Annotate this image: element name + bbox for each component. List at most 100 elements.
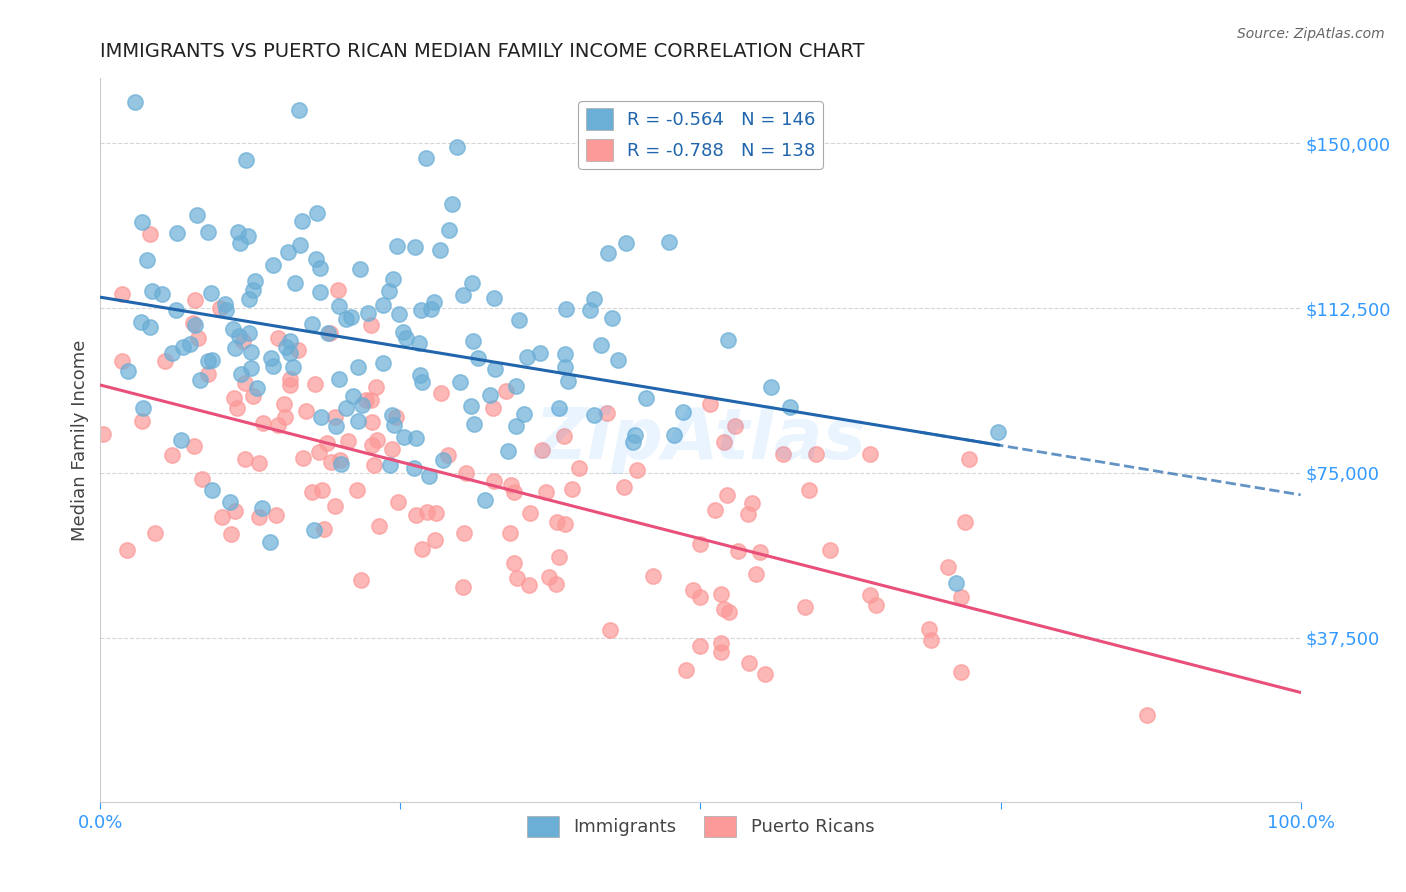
Point: [422, 295, 444, 310]
Point: [451, 580, 474, 594]
Point: [598, 245, 620, 260]
Point: [342, 389, 364, 403]
Point: [859, 447, 882, 461]
Point: [323, 499, 346, 513]
Point: [246, 381, 269, 395]
Point: [188, 373, 211, 387]
Point: [600, 311, 623, 326]
Point: [129, 315, 152, 329]
Point: [519, 506, 541, 520]
Point: [165, 303, 187, 318]
Point: [710, 645, 733, 659]
Point: [373, 298, 395, 312]
Point: [451, 288, 474, 302]
Point: [295, 403, 318, 417]
Point: [245, 274, 267, 288]
Point: [239, 361, 262, 376]
Point: [675, 663, 697, 677]
Point: [111, 287, 134, 301]
Point: [595, 406, 617, 420]
Point: [503, 557, 526, 571]
Point: [561, 482, 583, 496]
Point: [346, 359, 368, 374]
Point: [689, 640, 711, 654]
Point: [319, 455, 342, 469]
Y-axis label: Median Family Income: Median Family Income: [72, 339, 89, 541]
Point: [197, 367, 219, 381]
Point: [328, 299, 350, 313]
Point: [478, 388, 501, 402]
Point: [460, 399, 482, 413]
Point: [143, 526, 166, 541]
Point: [703, 503, 725, 517]
Point: [737, 507, 759, 521]
Point: [111, 354, 134, 368]
Point: [247, 509, 270, 524]
Point: [797, 483, 820, 497]
Point: [716, 488, 738, 502]
Point: [139, 227, 162, 242]
Point: [278, 377, 301, 392]
Point: [531, 443, 554, 458]
Point: [250, 500, 273, 515]
Point: [749, 545, 772, 559]
Point: [229, 367, 252, 381]
Point: [184, 318, 207, 332]
Point: [599, 623, 621, 637]
Point: [360, 438, 382, 452]
Point: [201, 483, 224, 497]
Point: [304, 376, 326, 391]
Point: [371, 356, 394, 370]
Point: [423, 533, 446, 547]
Point: [411, 541, 433, 556]
Point: [305, 206, 328, 220]
Point: [658, 235, 681, 249]
Point: [350, 573, 373, 587]
Point: [225, 401, 247, 415]
Point: [283, 276, 305, 290]
Point: [309, 410, 332, 425]
Point: [273, 397, 295, 411]
Point: [404, 240, 426, 254]
Point: [745, 567, 768, 582]
Point: [131, 414, 153, 428]
Point: [568, 461, 591, 475]
Point: [554, 301, 576, 316]
Point: [238, 229, 260, 244]
Point: [136, 252, 159, 267]
Point: [710, 587, 733, 601]
Point: [179, 336, 201, 351]
Point: [287, 343, 309, 357]
Point: [461, 277, 484, 291]
Point: [623, 427, 645, 442]
Point: [184, 293, 207, 307]
Point: [382, 417, 405, 432]
Point: [957, 451, 980, 466]
Point: [432, 452, 454, 467]
Point: [689, 537, 711, 551]
Point: [495, 384, 517, 398]
Point: [224, 391, 246, 405]
Point: [713, 435, 735, 450]
Point: [544, 577, 567, 591]
Point: [449, 375, 471, 389]
Point: [160, 345, 183, 359]
Point: [381, 409, 404, 423]
Point: [349, 262, 371, 277]
Point: [360, 318, 382, 332]
Point: [440, 197, 463, 211]
Point: [936, 560, 959, 574]
Point: [211, 510, 233, 524]
Point: [308, 445, 330, 459]
Point: [409, 368, 432, 382]
Point: [368, 519, 391, 533]
Point: [226, 226, 249, 240]
Point: [636, 391, 658, 405]
Point: [329, 453, 352, 467]
Point: [501, 477, 523, 491]
Point: [546, 515, 568, 529]
Point: [626, 463, 648, 477]
Point: [274, 340, 297, 354]
Point: [387, 495, 409, 509]
Point: [482, 475, 505, 489]
